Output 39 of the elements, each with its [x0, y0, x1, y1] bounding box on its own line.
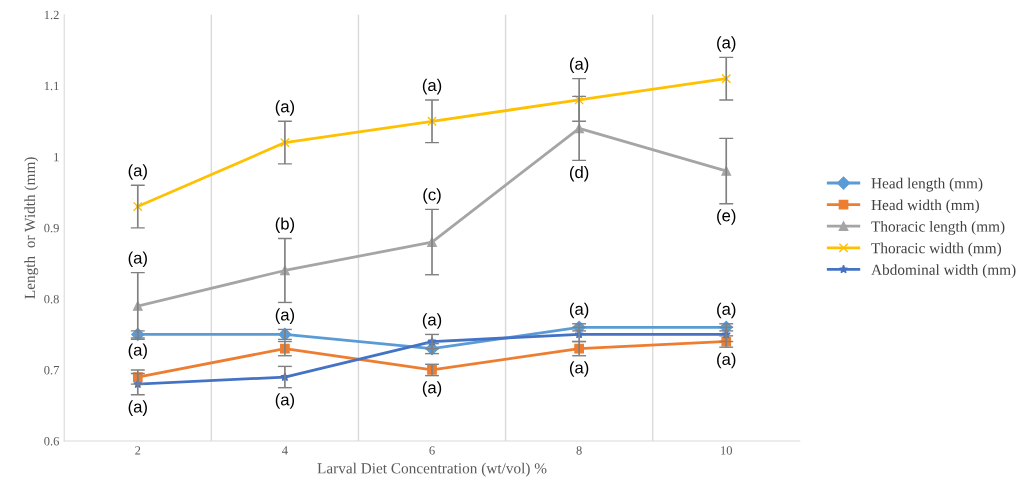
- annotation: (a): [422, 313, 442, 329]
- annotation: (c): [423, 188, 441, 204]
- y-tick-label: 0.8: [44, 294, 59, 304]
- x-tick-label: 10: [721, 446, 733, 455]
- annotation: (a): [128, 343, 147, 360]
- annotation: (a): [569, 361, 589, 377]
- annotation: (a): [275, 308, 295, 324]
- y-axis-title: Length or Width (mm): [24, 157, 39, 299]
- y-tick-label: 1: [54, 152, 59, 162]
- x-tick-label: 8: [576, 446, 582, 455]
- annotation: (a): [717, 352, 736, 369]
- annotation: (a): [717, 36, 736, 52]
- x-tick-label: 2: [135, 446, 141, 455]
- legend-label: Head width (mm): [871, 199, 979, 214]
- annotation: (a): [717, 302, 736, 319]
- y-tick-label: 1.1: [44, 81, 59, 91]
- x-axis-title: Larval Diet Concentration (wt/vol) %: [317, 462, 547, 477]
- annotation: (b): [275, 217, 295, 233]
- y-tick-label: 0.7: [44, 365, 60, 375]
- annotation: (d): [569, 165, 589, 182]
- annotation: (a): [569, 302, 589, 319]
- annotation: (a): [128, 164, 147, 180]
- x-tick-label: 4: [282, 446, 288, 455]
- legend-label: Thoracic width (mm): [871, 242, 1002, 257]
- annotation: (a): [275, 100, 295, 116]
- x-tick-label: 6: [429, 446, 435, 455]
- legend-label: Thoracic length (mm): [871, 220, 1005, 235]
- y-tick-label: 0.9: [44, 223, 59, 233]
- annotation: (a): [128, 400, 147, 416]
- y-tick-label: 0.6: [44, 437, 59, 446]
- legend-label: Head length (mm): [871, 177, 983, 192]
- annotation: (e): [717, 209, 736, 225]
- annotation: (a): [275, 393, 295, 409]
- annotation: (a): [422, 381, 442, 397]
- annotation: (a): [569, 57, 589, 74]
- annotation: (a): [128, 251, 147, 268]
- legend-label: Abdominal width (mm): [871, 264, 1016, 279]
- annotation: (a): [422, 78, 442, 95]
- y-tick-label: 1.2: [44, 10, 59, 20]
